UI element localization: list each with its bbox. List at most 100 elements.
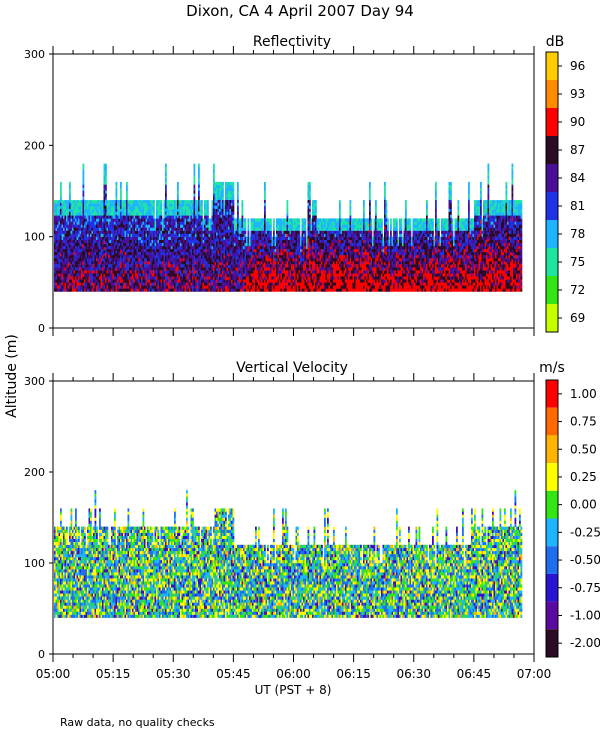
heatmap-cell [252, 251, 254, 256]
heatmap-cell [57, 218, 59, 222]
heatmap-cell [145, 230, 148, 234]
heatmap-cell [231, 288, 233, 292]
heatmap-cell [187, 203, 190, 207]
heatmap-cell [238, 279, 241, 283]
heatmap-cell [282, 248, 284, 253]
heatmap-cell [91, 218, 94, 222]
heatmap-cell [292, 261, 295, 265]
heatmap-cell [178, 239, 181, 243]
heatmap-cell [145, 206, 148, 210]
heatmap-cell [264, 184, 266, 189]
heatmap-cell [283, 276, 286, 280]
heatmap-cell [73, 258, 76, 262]
heatmap-cell [174, 245, 176, 250]
heatmap-cell [247, 221, 250, 225]
heatmap-cell [297, 230, 299, 234]
heatmap-cell [193, 249, 196, 254]
heatmap-cell [258, 227, 260, 231]
heatmap-cell [211, 270, 214, 274]
heatmap-cell [166, 224, 169, 228]
heatmap-cell [87, 267, 89, 271]
heatmap-cell [133, 270, 136, 274]
heatmap-cell [175, 212, 178, 216]
heatmap-cell [289, 270, 292, 274]
heatmap-cell [100, 224, 103, 228]
heatmap-cell [126, 229, 128, 233]
heatmap-cell [142, 242, 145, 247]
heatmap-cell [270, 221, 272, 225]
heatmap-cell [166, 248, 169, 253]
heatmap-cell [166, 282, 169, 286]
heatmap-cell [210, 242, 212, 247]
heatmap-cell [169, 288, 172, 292]
heatmap-cell [166, 288, 169, 292]
heatmap-cell [307, 276, 310, 280]
heatmap-cell [259, 279, 262, 283]
heatmap-cell [115, 229, 118, 233]
heatmap-cell [244, 218, 247, 222]
heatmap-cell [147, 230, 149, 234]
heatmap-cell [97, 215, 100, 219]
heatmap-cell [262, 279, 265, 283]
heatmap-cell [172, 270, 175, 274]
heatmap-cell [90, 248, 92, 253]
heatmap-cell [285, 239, 287, 243]
heatmap-cell [127, 215, 130, 219]
heatmap-cell [70, 279, 73, 283]
heatmap-cell [264, 247, 266, 251]
heatmap-cell [171, 245, 173, 250]
heatmap-cell [142, 245, 145, 250]
heatmap-cell [258, 251, 260, 256]
heatmap-cell [249, 245, 251, 250]
heatmap-cell [70, 206, 73, 210]
heatmap-cell [103, 181, 106, 185]
heatmap-cell [183, 279, 185, 283]
heatmap-cell [280, 221, 283, 225]
heatmap-cell [208, 264, 211, 268]
heatmap-cell [258, 276, 260, 280]
heatmap-cell [286, 221, 289, 225]
heatmap-cell [54, 215, 56, 219]
heatmap-cell [180, 251, 182, 256]
heatmap-cell [159, 279, 161, 283]
heatmap-cell [87, 227, 89, 231]
heatmap-cell [295, 279, 298, 283]
heatmap-cell [76, 245, 79, 250]
heatmap-cell [76, 221, 79, 225]
heatmap-cell [237, 184, 239, 189]
heatmap-cell [151, 285, 154, 289]
heatmap-cell [165, 184, 167, 188]
heatmap-cell [76, 267, 79, 271]
heatmap-cell [76, 212, 79, 216]
heatmap-cell [82, 229, 85, 233]
heatmap-cell [214, 282, 217, 286]
heatmap-cell [139, 267, 142, 271]
heatmap-cell [258, 224, 260, 228]
heatmap-cell [181, 245, 184, 250]
heatmap-cell [105, 255, 107, 260]
heatmap-cell [145, 224, 148, 228]
heatmap-cell [222, 273, 224, 277]
heatmap-cell [112, 267, 115, 271]
heatmap-cell [228, 202, 230, 206]
heatmap-cell [127, 200, 130, 204]
heatmap-cell [117, 209, 119, 213]
heatmap-cell [66, 273, 68, 277]
heatmap-cell [94, 218, 97, 222]
heatmap-cell [126, 190, 128, 195]
heatmap-cell [282, 236, 284, 240]
heatmap-cell [240, 279, 242, 283]
heatmap-cell [232, 264, 235, 269]
heatmap-cell [129, 279, 131, 283]
heatmap-cell [244, 251, 247, 256]
heatmap-cell [85, 270, 88, 274]
heatmap-cell [138, 267, 140, 271]
heatmap-cell [274, 288, 277, 292]
heatmap-cell [196, 251, 199, 256]
heatmap-cell [148, 267, 151, 271]
heatmap-cell [226, 285, 229, 289]
heatmap-cell [228, 241, 230, 245]
heatmap-cell [232, 214, 235, 218]
heatmap-cell [232, 253, 235, 257]
heatmap-cell [207, 248, 209, 253]
